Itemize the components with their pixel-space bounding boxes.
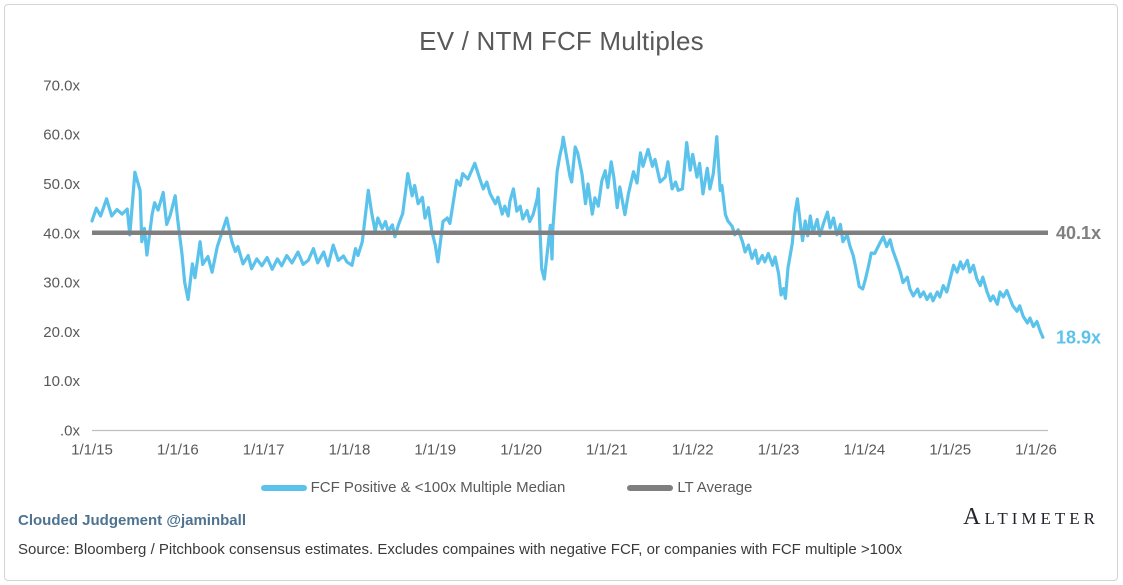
- x-tick-label: 1/1/24: [844, 442, 886, 459]
- source-note: Source: Bloomberg / Pitchbook consensus …: [18, 541, 903, 558]
- author-handle: Clouded Judgement @jaminball: [18, 512, 246, 529]
- x-tick-label: 1/1/21: [586, 442, 628, 459]
- legend-label-fcf-median: FCF Positive & <100x Multiple Median: [310, 479, 566, 496]
- chart-plot-area: 70.0x 60.0x 50.0x 40.0x 30.0x 20.0x 10.0x .0x 1/…: [43, 77, 1101, 459]
- x-tick-label: 1/1/23: [758, 442, 800, 459]
- x-tick-label: 1/1/19: [414, 442, 456, 459]
- y-tick-label: .0x: [60, 423, 81, 440]
- legend-item-lt-average: LT Average: [627, 479, 752, 496]
- fcf-median-line: [90, 135, 1045, 339]
- x-tick-label: 1/1/16: [157, 442, 199, 459]
- legend-item-fcf-median: FCF Positive & <100x Multiple Median: [260, 479, 566, 496]
- end-value-label: 40.1x: [1056, 223, 1101, 243]
- legend-swatch-gray-line: [627, 484, 674, 491]
- chart-title: EV / NTM FCF Multiples: [419, 26, 704, 56]
- y-tick-label: 40.0x: [43, 225, 80, 242]
- y-tick-label: 50.0x: [43, 176, 80, 193]
- x-tick-label: 1/1/20: [500, 442, 542, 459]
- x-tick-label: 1/1/22: [672, 442, 714, 459]
- x-tick-label: 1/1/18: [329, 442, 371, 459]
- x-tick-label: 1/1/25: [929, 442, 971, 459]
- legend: FCF Positive & <100x Multiple Median LT …: [0, 479, 1123, 496]
- legend-label-lt-average: LT Average: [677, 479, 753, 496]
- y-tick-label: 70.0x: [43, 77, 80, 94]
- y-tick-label: 10.0x: [43, 373, 80, 390]
- y-tick-label: 60.0x: [43, 127, 80, 144]
- y-tick-label: 20.0x: [43, 324, 80, 341]
- altimeter-logo: ALTIMETER: [963, 504, 1099, 530]
- x-tick-label: 1/1/17: [243, 442, 285, 459]
- x-tick-label: 1/1/15: [71, 442, 113, 459]
- x-tick-label: 1/1/26: [1015, 442, 1057, 459]
- legend-swatch-blue-line: [260, 484, 307, 491]
- end-value-label: 18.9x: [1056, 327, 1101, 347]
- y-tick-label: 30.0x: [43, 275, 80, 292]
